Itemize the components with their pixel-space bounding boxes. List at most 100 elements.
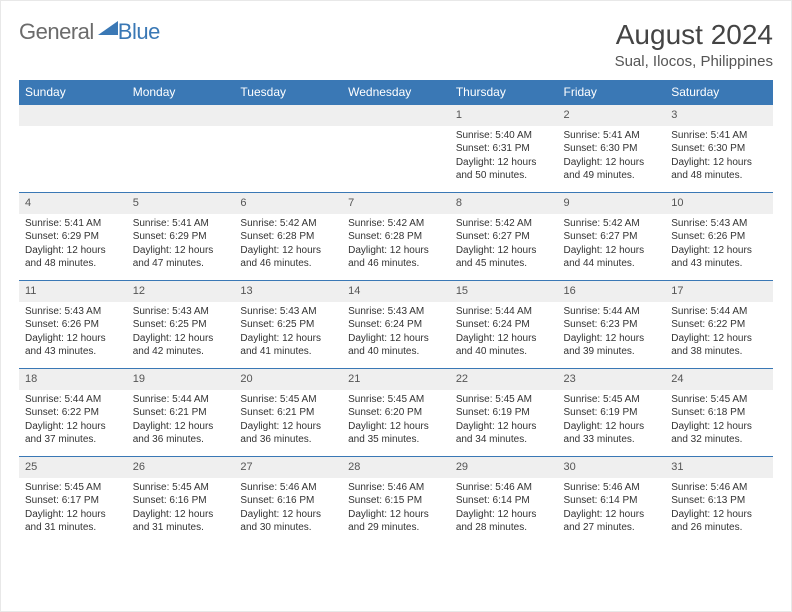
sunrise-line: Sunrise: 5:45 AM: [671, 393, 767, 407]
day-body: Sunrise: 5:44 AMSunset: 6:23 PMDaylight:…: [558, 302, 666, 363]
sunrise-line: Sunrise: 5:44 AM: [25, 393, 121, 407]
day-body: Sunrise: 5:40 AMSunset: 6:31 PMDaylight:…: [450, 126, 558, 187]
daylight-line: Daylight: 12 hours and 32 minutes.: [671, 420, 767, 447]
day-number: 18: [19, 368, 127, 390]
sunrise-line: Sunrise: 5:45 AM: [133, 481, 229, 495]
calendar-day-cell: 20Sunrise: 5:45 AMSunset: 6:21 PMDayligh…: [234, 368, 342, 456]
sunset-line: Sunset: 6:16 PM: [240, 494, 336, 508]
daylight-line: Daylight: 12 hours and 45 minutes.: [456, 244, 552, 271]
calendar-day-cell: 14Sunrise: 5:43 AMSunset: 6:24 PMDayligh…: [342, 280, 450, 368]
logo-text-blue: Blue: [118, 19, 160, 45]
day-body: Sunrise: 5:45 AMSunset: 6:19 PMDaylight:…: [450, 390, 558, 451]
daylight-line: Daylight: 12 hours and 36 minutes.: [133, 420, 229, 447]
day-number: 22: [450, 368, 558, 390]
calendar-day-cell: 30Sunrise: 5:46 AMSunset: 6:14 PMDayligh…: [558, 456, 666, 544]
day-number: 15: [450, 280, 558, 302]
sunset-line: Sunset: 6:26 PM: [25, 318, 121, 332]
daylight-line: Daylight: 12 hours and 26 minutes.: [671, 508, 767, 535]
sunset-line: Sunset: 6:21 PM: [240, 406, 336, 420]
sunrise-line: Sunrise: 5:45 AM: [25, 481, 121, 495]
daylight-line: Daylight: 12 hours and 34 minutes.: [456, 420, 552, 447]
calendar-day-cell: 8Sunrise: 5:42 AMSunset: 6:27 PMDaylight…: [450, 192, 558, 280]
daylight-line: Daylight: 12 hours and 48 minutes.: [25, 244, 121, 271]
daylight-line: Daylight: 12 hours and 27 minutes.: [564, 508, 660, 535]
sunrise-line: Sunrise: 5:44 AM: [671, 305, 767, 319]
calendar-day-cell: 28Sunrise: 5:46 AMSunset: 6:15 PMDayligh…: [342, 456, 450, 544]
calendar-day-cell: [19, 104, 127, 192]
daylight-line: Daylight: 12 hours and 49 minutes.: [564, 156, 660, 183]
day-body: Sunrise: 5:43 AMSunset: 6:26 PMDaylight:…: [19, 302, 127, 363]
day-body: Sunrise: 5:45 AMSunset: 6:21 PMDaylight:…: [234, 390, 342, 451]
sunrise-line: Sunrise: 5:44 AM: [133, 393, 229, 407]
day-body: Sunrise: 5:45 AMSunset: 6:20 PMDaylight:…: [342, 390, 450, 451]
day-number: 24: [665, 368, 773, 390]
sunrise-line: Sunrise: 5:42 AM: [240, 217, 336, 231]
sunset-line: Sunset: 6:28 PM: [240, 230, 336, 244]
day-body: Sunrise: 5:41 AMSunset: 6:30 PMDaylight:…: [558, 126, 666, 187]
day-number: 21: [342, 368, 450, 390]
calendar-day-cell: 15Sunrise: 5:44 AMSunset: 6:24 PMDayligh…: [450, 280, 558, 368]
sunset-line: Sunset: 6:19 PM: [564, 406, 660, 420]
day-body: Sunrise: 5:46 AMSunset: 6:14 PMDaylight:…: [450, 478, 558, 539]
daylight-line: Daylight: 12 hours and 31 minutes.: [133, 508, 229, 535]
day-number: 29: [450, 456, 558, 478]
day-body: Sunrise: 5:46 AMSunset: 6:15 PMDaylight:…: [342, 478, 450, 539]
day-number: 9: [558, 192, 666, 214]
sunset-line: Sunset: 6:29 PM: [133, 230, 229, 244]
calendar-week-row: 4Sunrise: 5:41 AMSunset: 6:29 PMDaylight…: [19, 192, 773, 280]
calendar-day-cell: 29Sunrise: 5:46 AMSunset: 6:14 PMDayligh…: [450, 456, 558, 544]
daylight-line: Daylight: 12 hours and 36 minutes.: [240, 420, 336, 447]
daylight-line: Daylight: 12 hours and 33 minutes.: [564, 420, 660, 447]
day-body: Sunrise: 5:45 AMSunset: 6:17 PMDaylight:…: [19, 478, 127, 539]
daylight-line: Daylight: 12 hours and 39 minutes.: [564, 332, 660, 359]
sunset-line: Sunset: 6:25 PM: [240, 318, 336, 332]
calendar-week-row: 25Sunrise: 5:45 AMSunset: 6:17 PMDayligh…: [19, 456, 773, 544]
calendar-day-cell: 3Sunrise: 5:41 AMSunset: 6:30 PMDaylight…: [665, 104, 773, 192]
weekday-header: Saturday: [665, 80, 773, 104]
daylight-line: Daylight: 12 hours and 43 minutes.: [25, 332, 121, 359]
day-number: 10: [665, 192, 773, 214]
day-body: Sunrise: 5:43 AMSunset: 6:25 PMDaylight:…: [234, 302, 342, 363]
calendar-day-cell: 16Sunrise: 5:44 AMSunset: 6:23 PMDayligh…: [558, 280, 666, 368]
day-body: Sunrise: 5:43 AMSunset: 6:25 PMDaylight:…: [127, 302, 235, 363]
sunset-line: Sunset: 6:13 PM: [671, 494, 767, 508]
sunset-line: Sunset: 6:19 PM: [456, 406, 552, 420]
day-number: 14: [342, 280, 450, 302]
day-number: 5: [127, 192, 235, 214]
day-number-empty: [342, 104, 450, 126]
day-number: 12: [127, 280, 235, 302]
day-body: Sunrise: 5:42 AMSunset: 6:27 PMDaylight:…: [450, 214, 558, 275]
day-number: 4: [19, 192, 127, 214]
day-number: 28: [342, 456, 450, 478]
calendar-day-cell: 10Sunrise: 5:43 AMSunset: 6:26 PMDayligh…: [665, 192, 773, 280]
day-body: Sunrise: 5:44 AMSunset: 6:22 PMDaylight:…: [19, 390, 127, 451]
sunrise-line: Sunrise: 5:43 AM: [133, 305, 229, 319]
day-body: Sunrise: 5:42 AMSunset: 6:28 PMDaylight:…: [234, 214, 342, 275]
sunrise-line: Sunrise: 5:45 AM: [348, 393, 444, 407]
sunrise-line: Sunrise: 5:44 AM: [456, 305, 552, 319]
sunset-line: Sunset: 6:18 PM: [671, 406, 767, 420]
calendar-day-cell: 13Sunrise: 5:43 AMSunset: 6:25 PMDayligh…: [234, 280, 342, 368]
sunset-line: Sunset: 6:24 PM: [456, 318, 552, 332]
calendar-day-cell: 11Sunrise: 5:43 AMSunset: 6:26 PMDayligh…: [19, 280, 127, 368]
daylight-line: Daylight: 12 hours and 41 minutes.: [240, 332, 336, 359]
logo-text-general: General: [19, 19, 94, 45]
sunset-line: Sunset: 6:27 PM: [564, 230, 660, 244]
sunset-line: Sunset: 6:22 PM: [25, 406, 121, 420]
calendar-day-cell: 21Sunrise: 5:45 AMSunset: 6:20 PMDayligh…: [342, 368, 450, 456]
calendar-day-cell: 19Sunrise: 5:44 AMSunset: 6:21 PMDayligh…: [127, 368, 235, 456]
weekday-header-row: Sunday Monday Tuesday Wednesday Thursday…: [19, 80, 773, 104]
sunrise-line: Sunrise: 5:46 AM: [564, 481, 660, 495]
title-block: August 2024 Sual, Ilocos, Philippines: [615, 19, 773, 70]
day-body: Sunrise: 5:43 AMSunset: 6:26 PMDaylight:…: [665, 214, 773, 275]
daylight-line: Daylight: 12 hours and 44 minutes.: [564, 244, 660, 271]
sunrise-line: Sunrise: 5:46 AM: [671, 481, 767, 495]
daylight-line: Daylight: 12 hours and 29 minutes.: [348, 508, 444, 535]
sunset-line: Sunset: 6:25 PM: [133, 318, 229, 332]
day-body: Sunrise: 5:44 AMSunset: 6:24 PMDaylight:…: [450, 302, 558, 363]
daylight-line: Daylight: 12 hours and 28 minutes.: [456, 508, 552, 535]
sunset-line: Sunset: 6:31 PM: [456, 142, 552, 156]
calendar-week-row: 1Sunrise: 5:40 AMSunset: 6:31 PMDaylight…: [19, 104, 773, 192]
calendar-day-cell: 4Sunrise: 5:41 AMSunset: 6:29 PMDaylight…: [19, 192, 127, 280]
weekday-header: Wednesday: [342, 80, 450, 104]
